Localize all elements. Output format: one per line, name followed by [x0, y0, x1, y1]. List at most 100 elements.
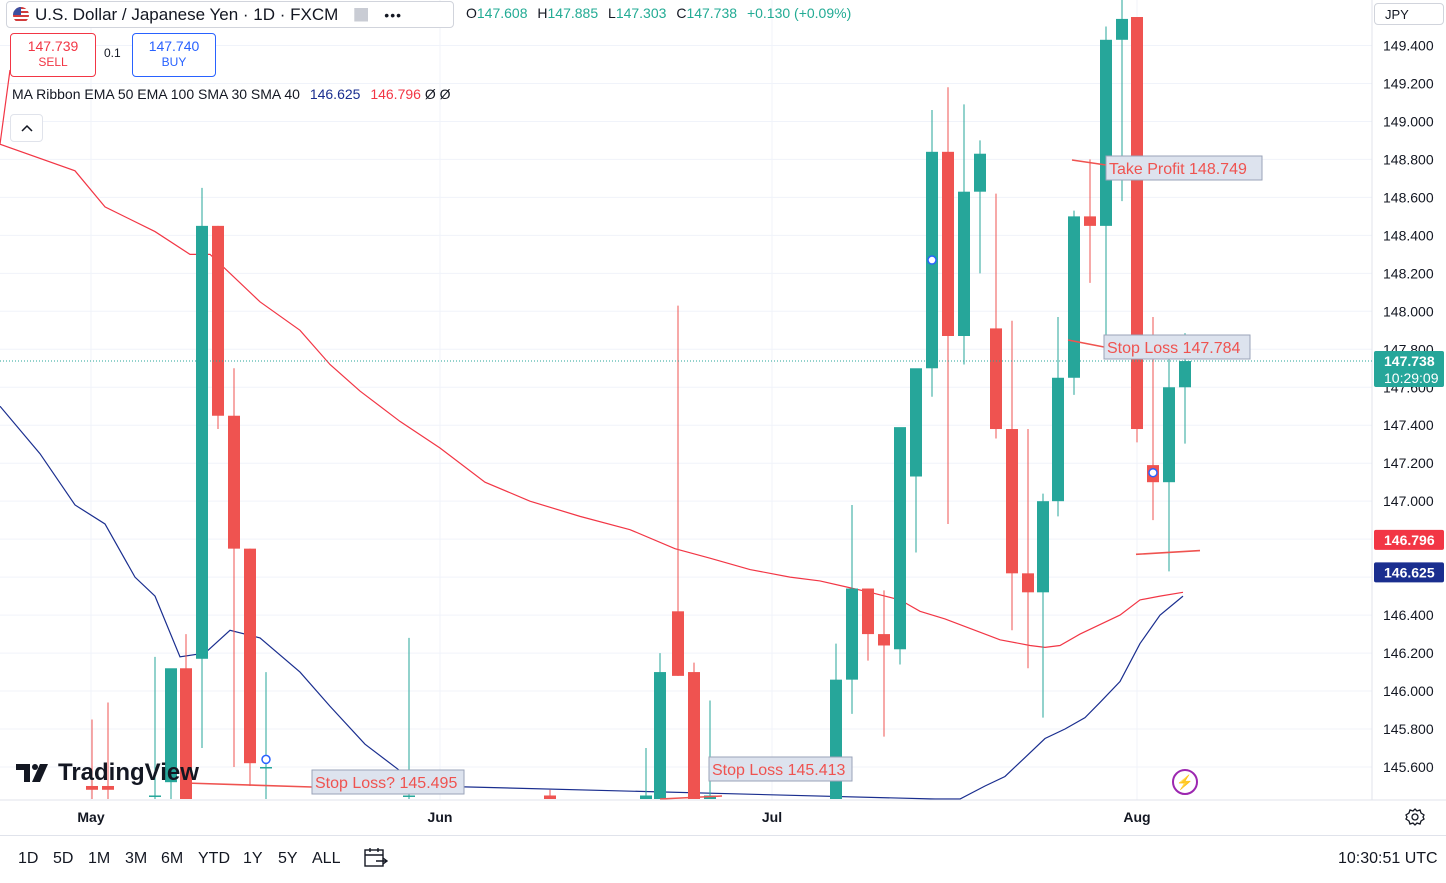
gear-icon[interactable]	[1404, 806, 1426, 828]
annotation-box	[1103, 334, 1251, 360]
empty-value-2: Ø	[439, 86, 451, 102]
symbol-selector[interactable]: U.S. Dollar / Japanese Yen · 1D · FXCM •…	[6, 1, 454, 28]
annotation-leader-line	[184, 782, 313, 788]
last-price-tag	[1374, 351, 1444, 388]
time-tick-label: Jul	[762, 809, 782, 825]
annotation-text: Stop Loss 145.413	[712, 762, 846, 779]
price-tick-label: 148.600	[1383, 189, 1434, 205]
range-1m[interactable]: 1M	[88, 850, 111, 867]
empty-value-1: Ø	[424, 86, 436, 102]
candle-body	[1006, 429, 1018, 574]
us-flag-icon	[13, 6, 29, 23]
calendar-goto-icon[interactable]	[362, 846, 388, 870]
market-status-icon	[354, 7, 369, 22]
candle-body	[1068, 216, 1080, 378]
sma-price-label: 146.796	[1384, 532, 1435, 548]
lightning-icon[interactable]: ⚡	[1172, 769, 1198, 795]
countdown-label: 10:29:09	[1384, 370, 1439, 386]
candle-body	[1022, 573, 1034, 593]
logo-text: TradingView	[58, 759, 199, 786]
price-tick-label: 149.000	[1383, 113, 1434, 129]
tradingview-logo[interactable]: TradingView	[16, 759, 199, 787]
candle-body	[942, 151, 954, 336]
range-6m[interactable]: 6M	[161, 850, 184, 867]
range-1d[interactable]: 1D	[18, 850, 39, 867]
candle-body	[212, 225, 224, 416]
candle-body	[86, 785, 98, 790]
more-options-icon[interactable]: •••	[384, 6, 403, 23]
annotation-box	[1105, 155, 1263, 181]
candle-body	[894, 427, 906, 650]
price-tick-label: 148.800	[1383, 151, 1434, 167]
annotation-text: Stop Loss 147.784	[1107, 340, 1241, 357]
candle-body	[165, 668, 177, 783]
candle-body	[149, 795, 161, 797]
candle-body	[244, 548, 256, 764]
price-tick-label: 146.000	[1383, 683, 1434, 699]
buy-label: BUY	[161, 55, 187, 69]
range-3m[interactable]: 3M	[125, 850, 148, 867]
ohlc-values: O147.608 H147.885 L147.303 C147.738 +0.1…	[466, 5, 852, 21]
candle-body	[672, 611, 684, 676]
event-marker	[927, 255, 937, 265]
spread-value: 0.1	[104, 46, 121, 60]
candle-body	[654, 672, 666, 799]
candle-body	[180, 668, 192, 799]
candle-body	[846, 588, 858, 680]
price-tick-label: 147.400	[1383, 417, 1434, 433]
annotation-leader-line	[1071, 159, 1107, 166]
candlestick-series	[86, 0, 1191, 799]
time-tick-label: Aug	[1123, 809, 1150, 825]
candle-body	[1100, 39, 1112, 226]
candle-body	[878, 634, 890, 646]
annotation-leader-line	[1135, 549, 1201, 556]
candle-body	[688, 672, 700, 799]
price-tick-label: 147.000	[1383, 493, 1434, 509]
price-axis: 149.400 149.200 149.000 148.800 148.600 148.4…	[1383, 37, 1434, 775]
price-tick-label: 149.400	[1383, 37, 1434, 53]
utc-clock: 10:30:51 UTC	[1338, 850, 1438, 867]
candle-body	[1052, 377, 1064, 502]
price-tick-label: 148.200	[1383, 265, 1434, 281]
sma-value: 146.796	[370, 86, 421, 102]
annotation-box	[311, 769, 465, 795]
trade-annotations: Take Profit 148.749 Stop Loss 147.784 Stop…	[184, 155, 1263, 800]
time-axis: May Jun Jul Aug	[77, 809, 1150, 825]
buy-button[interactable]: 147.740 BUY	[132, 33, 216, 77]
candle-body	[260, 767, 272, 769]
candle-body	[1116, 18, 1128, 40]
candle-body	[196, 225, 208, 659]
chevron-up-icon[interactable]	[10, 114, 43, 142]
ema-price-label: 146.625	[1384, 564, 1435, 580]
bottom-toolbar	[0, 835, 1446, 883]
range-all[interactable]: ALL	[312, 850, 341, 867]
sma-price-tag	[1374, 529, 1444, 550]
range-5y[interactable]: 5Y	[278, 850, 298, 867]
range-1y[interactable]: 1Y	[243, 850, 263, 867]
last-price-label: 147.738	[1384, 353, 1435, 369]
currency-label[interactable]: JPY	[1374, 3, 1444, 25]
price-tick-label: 148.000	[1383, 303, 1434, 319]
ema-price-tag	[1374, 562, 1444, 583]
sell-label: SELL	[38, 55, 68, 69]
indicator-legend[interactable]: MA Ribbon EMA 50 EMA 100 SMA 30 SMA 40 1…	[12, 86, 451, 102]
sell-button[interactable]: 147.739 SELL	[10, 33, 96, 77]
range-5d[interactable]: 5D	[53, 850, 74, 867]
ema-line	[0, 405, 1184, 800]
candle-body	[990, 328, 1002, 430]
candle-body	[1037, 501, 1049, 593]
annotation-box	[708, 756, 853, 782]
candle-body	[640, 795, 652, 799]
candle-body	[1084, 216, 1096, 226]
price-tick-label: 149.200	[1383, 75, 1434, 91]
candle-body	[910, 368, 922, 477]
ma-ribbon-lines	[0, 69, 1184, 800]
range-ytd[interactable]: YTD	[198, 850, 230, 867]
candle-body	[403, 795, 415, 797]
time-tick-label: May	[77, 809, 104, 825]
candle-body	[228, 415, 240, 549]
price-tick-label: 146.400	[1383, 607, 1434, 623]
buy-price: 147.740	[148, 38, 200, 54]
